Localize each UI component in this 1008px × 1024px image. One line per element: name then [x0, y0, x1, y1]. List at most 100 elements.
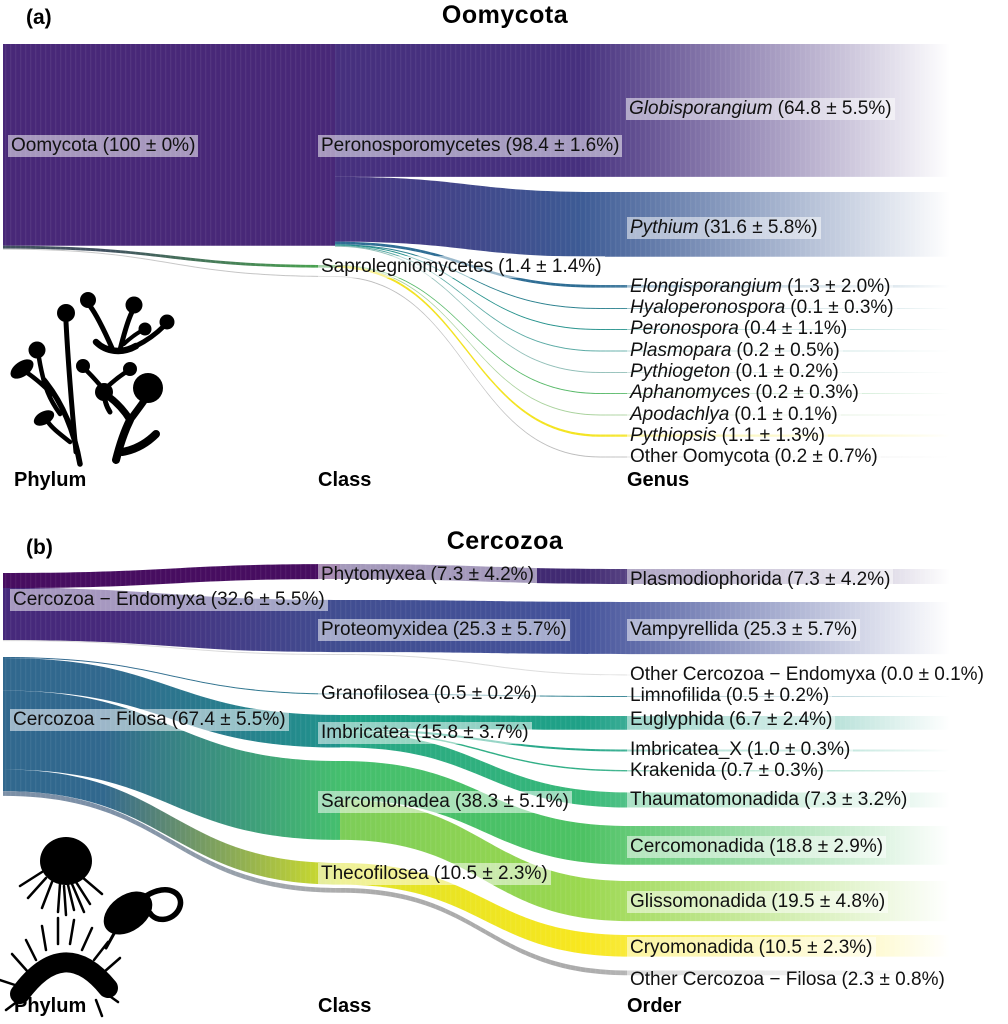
node-label-phytomyxea: Phytomyxea (7.3 ± 4.2%)	[318, 564, 537, 586]
node-label-oomycota: Oomycota (100 ± 0%)	[8, 135, 199, 157]
node-label-peronospora: Peronospora (0.4 ± 1.1%)	[627, 318, 851, 340]
taxon-name: Saprolegniomycetes	[321, 256, 494, 277]
node-label-aphanomyces: Aphanomyces (0.2 ± 0.3%)	[627, 382, 862, 404]
node-label-imbricatea: Imbricatea (15.8 ± 3.7%)	[318, 722, 532, 744]
taxon-abundance: (0.2 ± 0.7%)	[774, 446, 878, 467]
taxon-name: Imbricatea_X	[630, 739, 742, 760]
node-label-sarcomonadea: Sarcomonadea (38.3 ± 5.1%)	[318, 791, 572, 813]
taxon-abundance: (0.5 ± 0.2%)	[433, 683, 538, 704]
taxon-name: Pythiogeton	[630, 361, 731, 382]
node-label-cercozoa-endomyxa: Cercozoa − Endomyxa (32.6 ± 5.5%)	[10, 589, 328, 611]
taxon-name: Globisporangium	[629, 98, 773, 119]
taxon-abundance: (7.3 ± 4.2%)	[787, 569, 891, 590]
taxon-abundance: (0.1 ± 0.1%)	[734, 404, 838, 425]
panel-b-letter: (b)	[26, 536, 53, 559]
taxon-name: Thecofilosea	[321, 863, 429, 884]
panel-a-axis-label-genus: Genus	[627, 469, 690, 491]
taxon-abundance: (0.5 ± 0.2%)	[725, 685, 830, 706]
taxon-abundance: (6.7 ± 2.4%)	[729, 709, 833, 730]
panel-a-letter: (a)	[26, 6, 52, 29]
taxon-abundance: (15.8 ± 3.7%)	[414, 722, 529, 743]
taxon-name: Phytomyxea	[321, 564, 426, 585]
node-label-euglyphida: Euglyphida (6.7 ± 2.4%)	[627, 709, 836, 731]
node-label-elongisporangium: Elongisporangium (1.3 ± 2.0%)	[627, 276, 894, 298]
taxon-name: Cercozoa − Filosa	[13, 709, 167, 730]
taxon-abundance: (25.3 ± 5.7%)	[452, 619, 567, 640]
taxon-name: Other Cercozoa − Filosa	[630, 969, 837, 990]
taxon-name: Hyaloperonospora	[630, 297, 786, 318]
node-label-thaumatomonadida: Thaumatomonadida (7.3 ± 3.2%)	[627, 789, 911, 811]
node-label-saprolegniomycetes: Saprolegniomycetes (1.4 ± 1.4%)	[318, 256, 605, 278]
taxon-name: Granofilosea	[321, 683, 429, 704]
taxon-abundance: (32.6 ± 5.5%)	[210, 589, 325, 610]
node-label-granofilosea: Granofilosea (0.5 ± 0.2%)	[318, 683, 541, 705]
taxon-name: Cercozoa − Endomyxa	[13, 589, 206, 610]
taxon-abundance: (0.2 ± 0.5%)	[736, 340, 840, 361]
node-label-pythiogeton: Pythiogeton (0.1 ± 0.2%)	[627, 361, 842, 383]
taxon-name: Other Cercozoa − Endomyxa	[630, 664, 876, 685]
node-label-imbricatea-x: Imbricatea_X (1.0 ± 0.3%)	[627, 739, 854, 761]
taxon-abundance: (19.5 ± 4.8%)	[771, 891, 886, 912]
panel-b-axis-label-phylum: Phylum	[14, 995, 87, 1017]
node-label-vampyrellida: Vampyrellida (25.3 ± 5.7%)	[627, 619, 861, 641]
taxon-name: Proteomyxidea	[321, 619, 448, 640]
taxon-abundance: (0.0 ± 0.1%)	[880, 664, 984, 685]
node-label-thecofilosea: Thecofilosea (10.5 ± 2.3%)	[318, 863, 551, 885]
panel-b-axis-label-class: Class	[318, 995, 372, 1017]
taxon-abundance: (0.7 ± 0.3%)	[720, 760, 824, 781]
node-label-plasmopara: Plasmopara (0.2 ± 0.5%)	[627, 340, 843, 362]
taxon-name: Oomycota	[11, 135, 98, 156]
taxon-abundance: (1.3 ± 2.0%)	[787, 276, 891, 297]
node-label-other-oomycota: Other Oomycota (0.2 ± 0.7%)	[627, 446, 881, 468]
node-label-cryomonadida: Cryomonadida (10.5 ± 2.3%)	[627, 937, 876, 959]
panel-a-axis-label-class: Class	[318, 469, 372, 491]
taxon-abundance: (38.3 ± 5.1%)	[454, 791, 569, 812]
taxon-name: Vampyrellida	[630, 619, 739, 640]
node-label-pythium: Pythium (31.6 ± 5.8%)	[627, 217, 821, 239]
taxon-name: Cercomonadida	[630, 836, 765, 857]
taxon-name: Elongisporangium	[630, 276, 783, 297]
node-label-plasmodiophorida: Plasmodiophorida (7.3 ± 4.2%)	[627, 569, 894, 591]
node-label-peronosporomycetes: Peronosporomycetes (98.4 ± 1.6%)	[318, 135, 623, 157]
taxon-abundance: (0.4 ± 1.1%)	[743, 318, 848, 339]
taxon-abundance: (2.3 ± 0.8%)	[841, 969, 945, 990]
taxon-abundance: (98.4 ± 1.6%)	[505, 135, 620, 156]
node-label-pythiopsis: Pythiopsis (1.1 ± 1.3%)	[627, 425, 828, 447]
taxon-abundance: (7.3 ± 4.2%)	[430, 564, 534, 585]
panel-b-axis-label-order: Order	[627, 995, 682, 1017]
taxon-abundance: (7.3 ± 3.2%)	[804, 789, 908, 810]
taxon-abundance: (10.5 ± 2.3%)	[433, 863, 548, 884]
taxon-name: Pythium	[630, 217, 699, 238]
taxon-abundance: (1.4 ± 1.4%)	[498, 256, 602, 277]
taxon-abundance: (0.1 ± 0.3%)	[790, 297, 894, 318]
taxon-name: Pythiopsis	[630, 425, 717, 446]
taxon-abundance: (64.8 ± 5.5%)	[777, 98, 892, 119]
taxon-abundance: (67.4 ± 5.5%)	[171, 709, 286, 730]
taxon-abundance: (18.8 ± 2.9%)	[769, 836, 884, 857]
taxon-abundance: (0.1 ± 0.2%)	[735, 361, 839, 382]
taxon-name: Glissomonadida	[630, 891, 767, 912]
panel-a-axis-label-phylum: Phylum	[14, 469, 87, 491]
node-label-other-cercozoa-endomyxa: Other Cercozoa − Endomyxa (0.0 ± 0.1%)	[627, 664, 987, 686]
taxon-name: Cryomonadida	[630, 937, 754, 958]
oomycete-hyphae-icon	[10, 292, 175, 467]
node-label-proteomyxidea: Proteomyxidea (25.3 ± 5.7%)	[318, 619, 570, 641]
node-label-cercomonadida: Cercomonadida (18.8 ± 2.9%)	[627, 836, 887, 858]
taxon-name: Krakenida	[630, 760, 716, 781]
taxon-abundance: (31.6 ± 5.8%)	[703, 217, 818, 238]
taxon-name: Peronospora	[630, 318, 739, 339]
node-label-cercozoa-filosa: Cercozoa − Filosa (67.4 ± 5.5%)	[10, 709, 289, 731]
taxon-name: Aphanomyces	[630, 382, 751, 403]
node-label-other-cercozoa-filosa: Other Cercozoa − Filosa (2.3 ± 0.8%)	[627, 969, 948, 991]
taxon-abundance: (10.5 ± 2.3%)	[758, 937, 873, 958]
node-label-glissomonadida: Glissomonadida (19.5 ± 4.8%)	[627, 891, 889, 913]
node-label-globisporangium: Globisporangium (64.8 ± 5.5%)	[626, 98, 895, 120]
node-label-apodachlya: Apodachlya (0.1 ± 0.1%)	[627, 404, 841, 426]
taxon-abundance: (25.3 ± 5.7%)	[743, 619, 858, 640]
taxon-abundance: (100 ± 0%)	[102, 135, 196, 156]
taxon-name: Plasmodiophorida	[630, 569, 783, 590]
taxon-name: Imbricatea	[321, 722, 410, 743]
taxon-name: Apodachlya	[630, 404, 730, 425]
taxon-name: Sarcomonadea	[321, 791, 450, 812]
